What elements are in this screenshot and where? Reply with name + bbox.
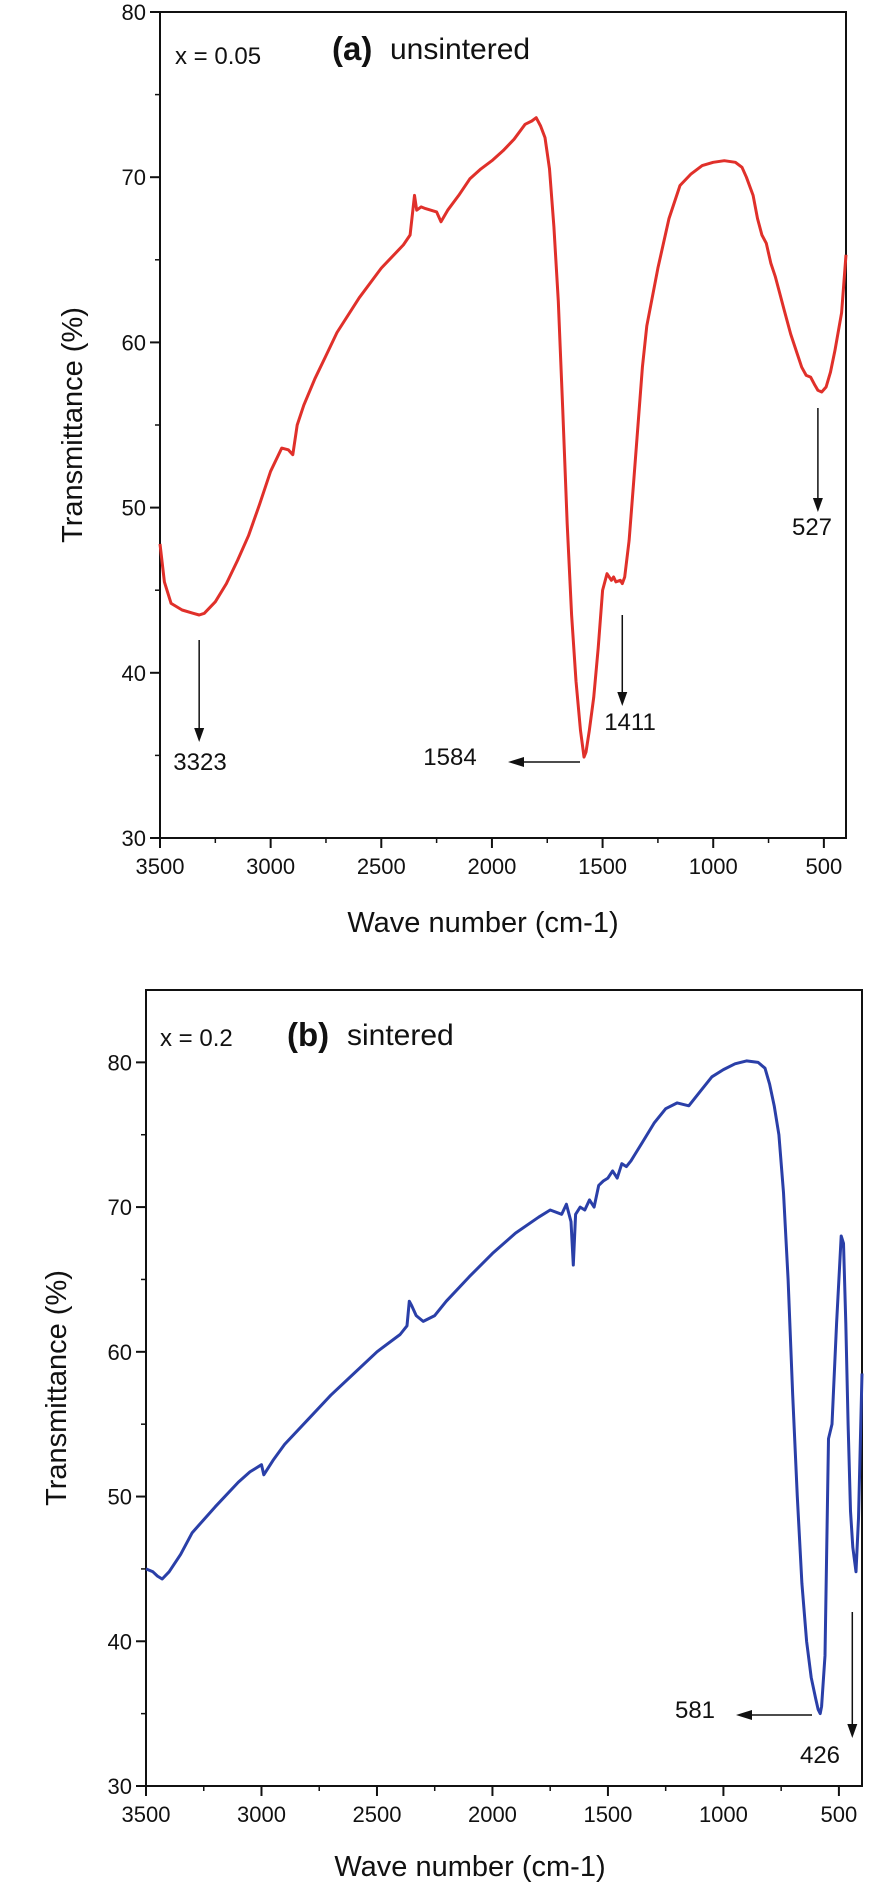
- arrow-581: [736, 1710, 812, 1720]
- x-tick-label-a-3500: 3500: [136, 854, 185, 879]
- x-tick-label-b-2000: 2000: [468, 1802, 517, 1827]
- x-tick-label-b-1500: 1500: [583, 1802, 632, 1827]
- x-tick-label-a-1500: 1500: [578, 854, 627, 879]
- y-tick-label-a-50: 50: [122, 496, 146, 521]
- y-tick-label-b-60: 60: [108, 1340, 132, 1365]
- panel-b: 3500 3000 2500 2000 1500 1000 500304050607080 …: [41, 989, 864, 1883]
- spectrum-line-b: [145, 1059, 864, 1716]
- arrow-1584: [508, 757, 580, 767]
- panel-a: 3500 3000 2500 2000 1500 1000 500304050607080 …: [57, 0, 848, 939]
- y-tick-label-b-40: 40: [108, 1629, 132, 1654]
- x-tick-label-a-2000: 2000: [467, 854, 516, 879]
- panel-condition-b: sintered: [347, 1019, 454, 1052]
- panel-tag-b: (b): [287, 1016, 329, 1053]
- x-tick-label-b-3000: 3000: [237, 1802, 286, 1827]
- parameter-label-b: x = 0.2: [160, 1025, 233, 1052]
- annotation-label-581: 581: [675, 1697, 715, 1724]
- y-tick-label-a-70: 70: [122, 165, 146, 190]
- annotation-label-426: 426: [800, 1742, 840, 1769]
- arrow-527: [812, 408, 823, 512]
- y-tick-label-b-30: 30: [108, 1774, 132, 1799]
- y-tick-label-b-80: 80: [108, 1050, 132, 1075]
- x-axis-title-b: Wave number (cm-1): [334, 1851, 605, 1883]
- x-tick-label-b-1000: 1000: [699, 1802, 748, 1827]
- x-tick-label-b-3500: 3500: [122, 1802, 171, 1827]
- ticks-b: 3500 3000 2500 2000 1500 1000 500 30 40 50 60 70 80: [108, 1050, 858, 1827]
- x-tick-label-a-3000: 3000: [246, 854, 295, 879]
- y-tick-label-b-50: 50: [108, 1485, 132, 1510]
- annotations-b: [736, 1612, 858, 1738]
- x-tick-label-a-2500: 2500: [357, 854, 406, 879]
- y-tick-label-b-70: 70: [108, 1195, 132, 1220]
- x-axis-title-a: Wave number (cm-1): [347, 907, 618, 939]
- x-tick-label-a-500: 500: [806, 854, 843, 879]
- y-tick-label-a-80: 80: [122, 0, 146, 25]
- annotation-label-527: 527: [792, 514, 832, 541]
- arrow-3323: [194, 640, 205, 742]
- x-tick-label-b-2500: 2500: [352, 1802, 401, 1827]
- y-tick-label-a-40: 40: [122, 661, 146, 686]
- panel-condition-a: unsintered: [390, 33, 530, 66]
- x-tick-label-b-500: 500: [821, 1802, 858, 1827]
- arrow-426: [847, 1612, 858, 1738]
- y-axis-title-b: Transmittance (%): [41, 1270, 73, 1506]
- annotation-label-3323: 3323: [173, 749, 226, 776]
- plot-frame-a: [159, 11, 847, 839]
- y-tick-label-a-30: 30: [122, 826, 146, 851]
- plot-frame-b: [145, 989, 863, 1787]
- y-tick-label-a-60: 60: [122, 330, 146, 355]
- x-tick-label-a-1000: 1000: [689, 854, 738, 879]
- annotation-label-1411: 1411: [604, 709, 656, 736]
- spectrum-line-a: [158, 116, 848, 759]
- annotation-label-1584: 1584: [423, 744, 476, 771]
- arrow-1411: [617, 615, 628, 706]
- parameter-label-a: x = 0.05: [175, 43, 261, 70]
- ticks-a: 3500 3000 2500 2000 1500 1000 500 30 40 50 60 70 80: [122, 0, 843, 879]
- y-axis-title-a: Transmittance (%): [57, 307, 89, 543]
- panel-tag-a: (a): [332, 30, 372, 67]
- annotations-a: [194, 408, 823, 767]
